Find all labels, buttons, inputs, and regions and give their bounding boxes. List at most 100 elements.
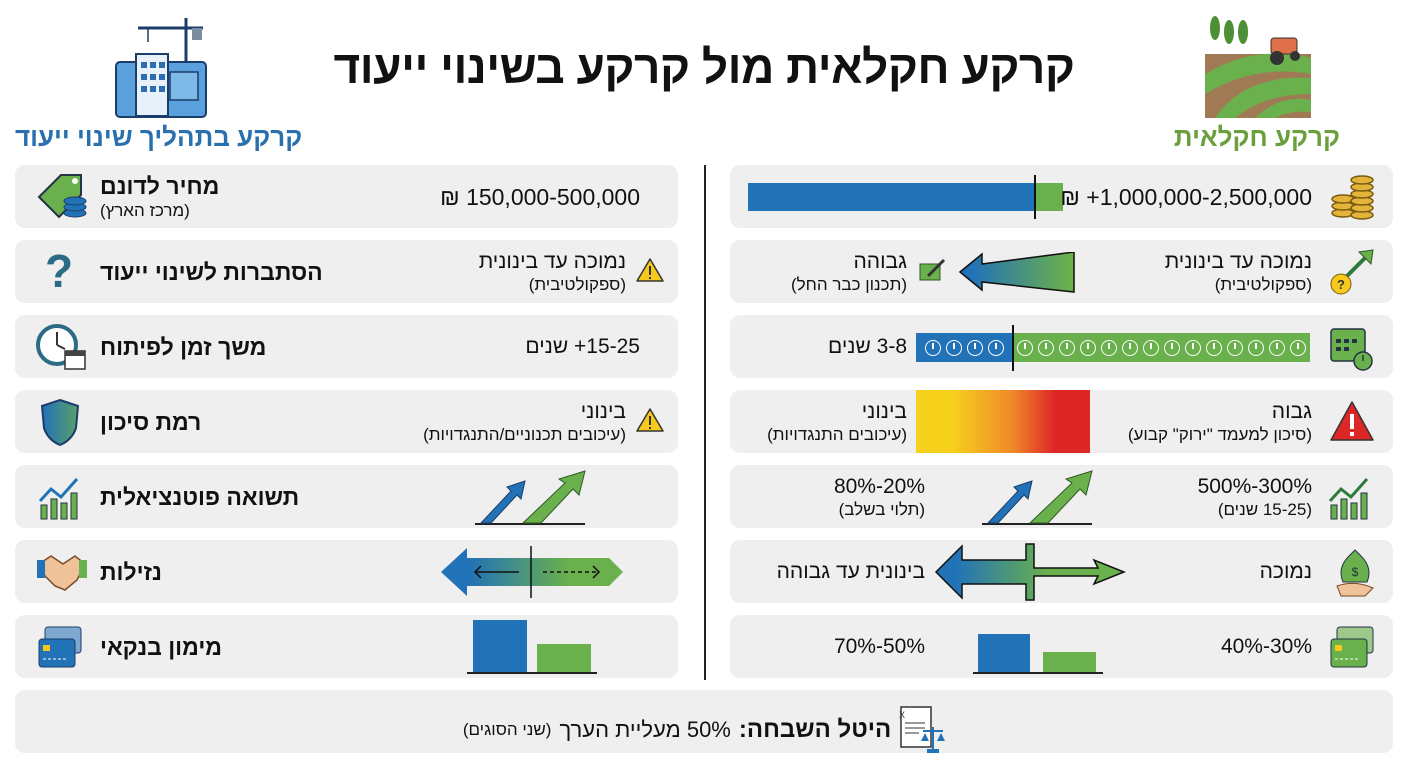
agricultural-risk-sub: (סיכון למעמד "ירוק" קבוע)	[1127, 425, 1312, 444]
agricultural-row-return: 20%-80% (תלוי בשלב) 300%-500% (15-25 שני…	[730, 465, 1393, 528]
footer-label: היטל השבחה:	[738, 716, 892, 743]
agricultural-return-target-sub: (תלוי בשלב)	[838, 500, 925, 519]
bar-green	[537, 644, 591, 672]
clock-icon	[1269, 339, 1285, 356]
price-bar-marker	[1034, 175, 1036, 219]
bar-green	[1043, 652, 1096, 672]
header-agricultural: קרקע חקלאית	[1173, 122, 1340, 152]
clock-icon	[1017, 339, 1033, 356]
clock-icon	[1227, 339, 1243, 356]
agricultural-probability-target: גבוהה	[853, 250, 907, 273]
growth-chart-icon	[38, 478, 79, 520]
agricultural-row-financing: 50%-70% 30%-40%	[730, 615, 1393, 678]
row-label: מחיר לדונם	[100, 173, 220, 199]
price-tag-coins-icon	[37, 174, 87, 219]
price-bar-green	[1035, 183, 1063, 211]
footer-note: (שני הסוגים)	[462, 720, 552, 739]
row-label: תשואה פוטנציאלית	[100, 484, 300, 510]
rezoning-duration-value: 15-25+ שנים	[525, 335, 640, 358]
agricultural-liquidity-target: בינונית עד גבוהה	[776, 560, 925, 583]
shield-icon	[40, 398, 80, 446]
planning-pencil-icon	[919, 258, 946, 281]
row-label: מימון בנקאי	[100, 634, 222, 660]
clock-icon	[1185, 339, 1201, 356]
clock-icon	[1038, 339, 1054, 356]
two-rising-arrows-visual	[982, 470, 1093, 525]
agricultural-row-liquidity: בינונית עד גבוהה נמוכה $	[730, 540, 1393, 603]
rezoning-row-price: מחיר לדונם (מרכז הארץ) 150,000-500,000 ₪	[15, 165, 678, 228]
rezoning-row-probability: ? הסתברות לשינוי ייעוד נמוכה עד בינונית …	[15, 240, 678, 303]
row-label: רמת סיכון	[100, 409, 202, 435]
clock-icon	[988, 339, 1004, 356]
agricultural-risk-target-sub: (עיכובים התנגדויות)	[767, 425, 907, 444]
money-bag-hand-icon: $	[1336, 549, 1374, 597]
rezoning-row-liquidity: נזילות	[15, 540, 678, 603]
rezoning-probability-sub: (ספקולטיבית)	[528, 275, 626, 294]
agricultural-row-price: 1,000,000-2,500,000+ ₪	[730, 165, 1393, 228]
red-warning-icon	[1330, 401, 1374, 441]
bar-blue	[473, 620, 527, 672]
agricultural-row-duration: 3-8 שנים	[730, 315, 1393, 378]
column-divider	[704, 165, 706, 680]
agricultural-duration-value: 3-8 שנים	[828, 335, 907, 358]
question-arrow-up-icon: ?	[1330, 249, 1374, 295]
clock-icon	[1101, 339, 1117, 356]
clock-icon	[1080, 339, 1096, 356]
green-credit-card-icon	[1330, 626, 1374, 668]
row-sublabel: (מרכז הארץ)	[100, 201, 190, 220]
clock-icon	[1248, 339, 1264, 356]
rezoning-row-duration: משך זמן לפיתוח 15-25+ שנים	[15, 315, 678, 378]
agricultural-return-target: 20%-80%	[833, 475, 925, 498]
agricultural-return-sub: (15-25 שנים)	[1217, 500, 1312, 519]
rezoning-row-risk: רמת סיכון בינוני (עיכובים תכנוניים/התנגד…	[15, 390, 678, 453]
risk-gradient-bar	[916, 390, 1090, 453]
growth-chart-icon	[1328, 478, 1369, 520]
row-label: נזילות	[100, 559, 162, 585]
page-title: קרקע חקלאית מול קרקע בשינוי ייעוד	[333, 41, 1076, 93]
agricultural-liquidity-value: נמוכה	[1259, 560, 1312, 583]
bar-baseline	[467, 672, 597, 674]
clock-icon	[967, 339, 983, 356]
calendar-clock-icon	[1330, 328, 1373, 371]
clock-icon	[1143, 339, 1159, 356]
price-bar-blue	[748, 183, 1035, 211]
rezoning-risk-sub: (עיכובים תכנוניים/התנגדויות)	[423, 425, 626, 444]
agricultural-risk-value: גבוה	[1271, 400, 1312, 423]
timeline-marker	[1012, 325, 1014, 371]
warning-icon	[636, 258, 664, 282]
left-arrow-gradient-visual	[958, 252, 1075, 293]
agricultural-financing-target: 50%-70%	[833, 635, 925, 658]
row-label: הסתברות לשינוי ייעוד	[100, 259, 323, 285]
timeline-blue-segment	[916, 333, 1013, 362]
agricultural-risk-target: בינוני	[861, 400, 907, 423]
svg-text:?: ?	[1337, 277, 1345, 292]
clock-icon	[1059, 339, 1075, 356]
clock-icon	[1122, 339, 1138, 356]
agricultural-row-probability: נמוכה עד בינונית (ספקולטיבית) ? גבוהה (ת…	[730, 240, 1393, 303]
tax-document-scales-icon: TAX	[899, 706, 946, 753]
agricultural-probability-value: נמוכה עד בינונית	[1164, 250, 1312, 273]
bar-blue	[978, 634, 1030, 672]
rezoning-risk-value: בינוני	[580, 400, 626, 423]
agricultural-price-value: 1,000,000-2,500,000+ ₪	[1060, 184, 1312, 210]
crane-building-icon	[115, 18, 207, 118]
clock-icon	[1290, 339, 1306, 356]
clock-icon	[1164, 339, 1180, 356]
handshake-icon	[37, 555, 87, 591]
rezoning-probability-value: נמוכה עד בינונית	[478, 250, 626, 273]
agricultural-row-risk: בינוני (עיכובים התנגדויות) גבוה (סיכון ל…	[730, 390, 1393, 453]
clock-calendar-icon	[36, 324, 86, 370]
svg-text:TAX: TAX	[899, 710, 905, 720]
agricultural-probability-target-sub: (תכנון כבר החל)	[790, 275, 907, 294]
clock-icon	[1206, 339, 1222, 356]
bar-baseline	[973, 672, 1103, 674]
double-arrow-visual	[441, 546, 623, 598]
row-label: משך זמן לפיתוח	[100, 334, 267, 360]
agricultural-return-value: 300%-500%	[1197, 475, 1312, 498]
rezoning-price-value: 150,000-500,000 ₪	[440, 184, 640, 210]
rezoning-row-return: תשואה פוטנציאלית	[15, 465, 678, 528]
credit-card-icon	[38, 626, 82, 668]
clock-icon	[946, 339, 962, 356]
two-rising-arrows-visual	[475, 470, 586, 525]
agricultural-financing-value: 30%-40%	[1220, 635, 1312, 658]
